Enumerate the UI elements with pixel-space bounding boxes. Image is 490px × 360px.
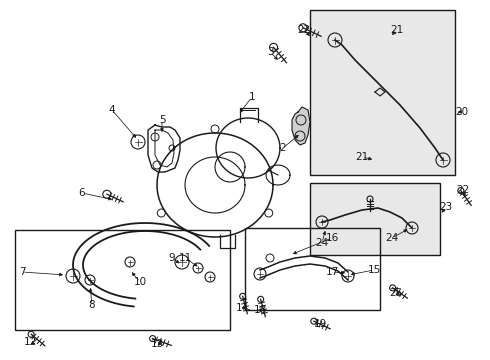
- Text: 25: 25: [390, 288, 403, 298]
- Text: 16: 16: [325, 233, 339, 243]
- Text: 21: 21: [391, 25, 404, 35]
- Text: 5: 5: [159, 115, 165, 125]
- Text: 19: 19: [314, 319, 327, 329]
- Text: 23: 23: [440, 202, 453, 212]
- Text: 7: 7: [19, 267, 25, 277]
- Bar: [310, 183, 440, 255]
- Text: 20: 20: [455, 107, 468, 117]
- Text: 24: 24: [316, 238, 329, 248]
- Text: 1: 1: [249, 92, 255, 102]
- Text: 22: 22: [456, 185, 469, 195]
- Text: 14: 14: [235, 303, 248, 313]
- Text: 15: 15: [368, 265, 381, 275]
- Text: 21: 21: [355, 152, 368, 162]
- Bar: [310, 10, 455, 175]
- Text: 10: 10: [133, 277, 147, 287]
- Text: 9: 9: [169, 253, 175, 263]
- Bar: [15, 230, 230, 330]
- Text: 8: 8: [89, 300, 96, 310]
- Text: 11: 11: [178, 253, 192, 263]
- Text: 22: 22: [297, 25, 311, 35]
- Text: 24: 24: [385, 233, 399, 243]
- Text: 18: 18: [253, 305, 267, 315]
- Polygon shape: [292, 107, 310, 145]
- Text: 3: 3: [267, 47, 273, 57]
- Text: 4: 4: [109, 105, 115, 115]
- Text: 17: 17: [325, 267, 339, 277]
- Bar: [245, 228, 380, 310]
- Text: 6: 6: [79, 188, 85, 198]
- Text: 13: 13: [150, 339, 164, 349]
- Text: 2: 2: [280, 143, 286, 153]
- Text: 12: 12: [24, 337, 37, 347]
